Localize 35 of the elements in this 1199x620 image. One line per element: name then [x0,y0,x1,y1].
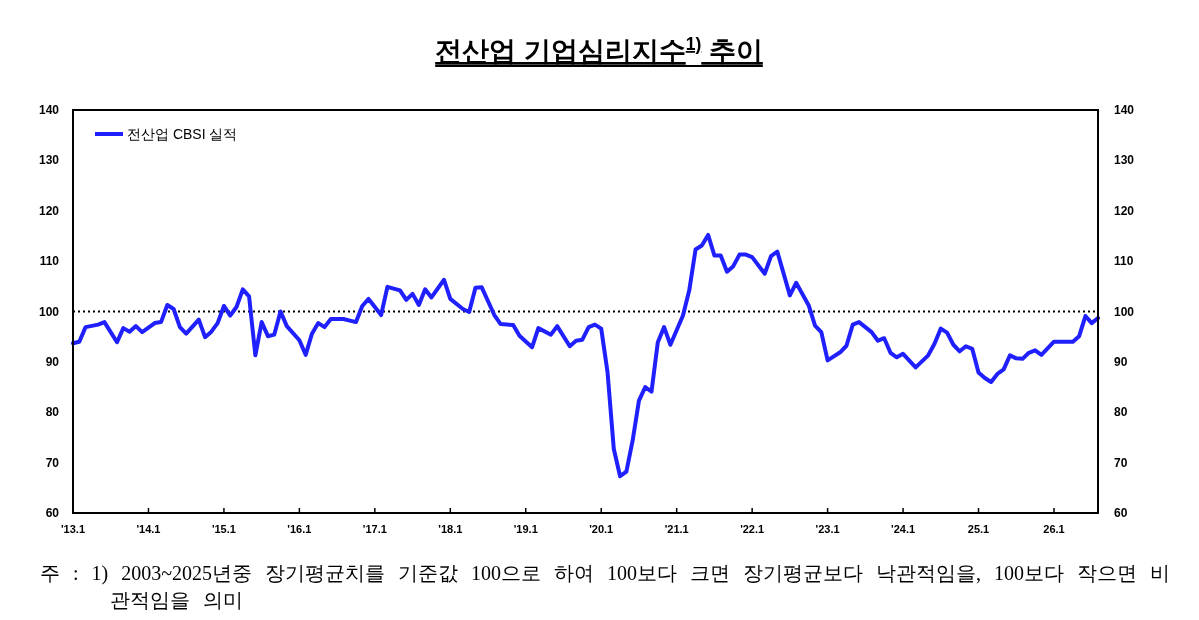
y-tick-label: 60 [45,506,60,520]
y-tick-label: 140 [38,103,60,117]
y2-tick-label: 60 [1114,506,1128,520]
x-tick-label: '20.1 [589,523,614,535]
x-tick-label: '13.1 [60,523,86,535]
y2-tick-label: 90 [1114,354,1128,369]
y2-tick-label: 110 [1114,254,1134,269]
legend-label: 전산업 CBSI 실적 [127,126,238,142]
line-series [71,232,1100,479]
y-tick-label: 90 [45,354,60,369]
x-tick-label: 25.1 [967,523,990,535]
y2-tick-label: 120 [1114,203,1135,218]
y-tick-label: 80 [45,405,60,420]
x-tick-label: 26.1 [1043,523,1065,535]
x-tick-label: '17.1 [362,523,387,535]
y-tick-label: 100 [38,304,60,319]
y2-tick-label: 130 [1114,153,1135,168]
x-tick-label: '16.1 [287,523,312,535]
text: 주 : 1) 2003~2025년중 장기평균치를 기준값 100으로 하여 100보다 크면 장기평균보다 낙관적임을, 100보다 작으면 비관적임을 의미 [40,561,1172,613]
y-tick-label: 120 [38,203,60,218]
x-tick-label: '24.1 [891,523,916,535]
y-tick-label: 70 [45,455,60,470]
x-tick-label: '18.1 [438,523,463,535]
y-tick-label: 110 [39,254,60,269]
y2-tick-label: 80 [1114,405,1128,420]
x-tick-label: '23.1 [815,523,840,535]
y-tick-label: 130 [38,153,60,168]
x-tick-label: '14.1 [136,523,161,535]
x-tick-label: '21.1 [664,523,689,535]
x-tick-label: '15.1 [211,523,236,535]
x-tick-label: '19.1 [513,523,538,535]
x-tick-label: '22.1 [740,523,765,535]
y2-tick-label: 140 [1114,103,1135,117]
y2-tick-label: 100 [1114,304,1135,319]
y2-tick-label: 70 [1114,455,1128,470]
